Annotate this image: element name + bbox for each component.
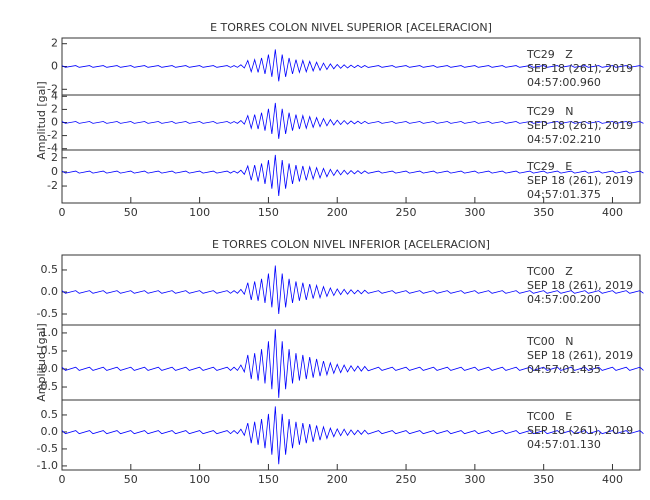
x-tick-label: 200 [327, 206, 348, 219]
x-tick-label: 50 [124, 473, 138, 486]
y-tick-label: -1.0 [37, 459, 58, 472]
waveform [61, 102, 644, 139]
time-label: 04:57:02.210 [527, 133, 601, 146]
y-tick-label: 0.5 [41, 263, 59, 276]
station-label: TC00 N [526, 335, 573, 348]
x-tick-label: 350 [533, 206, 554, 219]
station-label: TC29 N [526, 105, 573, 118]
waveform [61, 329, 644, 398]
x-tick-label: 150 [258, 473, 279, 486]
x-tick-label: 300 [464, 473, 485, 486]
time-label: 04:57:01.375 [527, 188, 601, 201]
x-tick-label: 400 [602, 473, 623, 486]
y-tick-label: -2 [47, 179, 58, 192]
date-label: SEP 18 (261), 2019 [527, 279, 633, 292]
y-tick-label: -2 [47, 129, 58, 142]
x-tick-label: 0 [59, 473, 66, 486]
y-axis-label: Amplitud [gal] [35, 81, 48, 159]
x-tick-label: 300 [464, 206, 485, 219]
x-tick-label: 0 [59, 206, 66, 219]
y-tick-label: 4 [51, 89, 58, 102]
panel-frame [61, 149, 641, 204]
y-tick-label: 0.5 [41, 408, 59, 421]
time-label: 04:57:00.960 [527, 76, 601, 89]
y-tick-label: 1.0 [41, 326, 59, 339]
station-label: TC00 E [526, 410, 572, 423]
chart-title: E TORRES COLON NIVEL SUPERIOR [ACELERACI… [210, 21, 492, 34]
waveform [61, 265, 644, 315]
waveform [61, 49, 644, 82]
x-tick-label: 400 [602, 206, 623, 219]
panel-frame [61, 399, 641, 471]
y-tick-label: 2 [51, 151, 58, 164]
y-tick-label: 2 [51, 37, 58, 50]
y-tick-label: 0 [51, 116, 58, 129]
date-label: SEP 18 (261), 2019 [527, 349, 633, 362]
y-tick-label: 0 [51, 60, 58, 73]
y-tick-label: 0 [51, 165, 58, 178]
y-tick-label: -0.5 [37, 442, 58, 455]
y-tick-label: 0.5 [41, 344, 59, 357]
time-label: 04:57:00.200 [527, 293, 601, 306]
date-label: SEP 18 (261), 2019 [527, 424, 633, 437]
time-label: 04:57:01.130 [527, 438, 601, 451]
y-tick-label: 0.0 [41, 425, 59, 438]
date-label: SEP 18 (261), 2019 [527, 119, 633, 132]
y-tick-label: -4 [47, 142, 58, 155]
y-tick-label: -2 [47, 82, 58, 95]
y-axis-label: Amplitud [gal] [35, 323, 48, 401]
x-tick-label: 350 [533, 473, 554, 486]
station-label: TC29 E [526, 160, 572, 173]
x-tick-label: 250 [396, 473, 417, 486]
station-label: TC00 Z [526, 265, 573, 278]
y-tick-label: 2 [51, 102, 58, 115]
x-tick-label: 250 [396, 206, 417, 219]
y-tick-label: -0.5 [37, 380, 58, 393]
waveform [61, 406, 644, 465]
x-tick-label: 50 [124, 206, 138, 219]
station-label: TC29 Z [526, 48, 573, 61]
x-tick-label: 150 [258, 206, 279, 219]
waveform [61, 154, 644, 196]
chart-title: E TORRES COLON NIVEL INFERIOR [ACELERACI… [212, 238, 490, 251]
y-tick-label: -0.5 [37, 307, 58, 320]
y-tick-label: 0.0 [41, 285, 59, 298]
x-tick-label: 200 [327, 473, 348, 486]
x-tick-label: 100 [189, 473, 210, 486]
date-label: SEP 18 (261), 2019 [527, 174, 633, 187]
time-label: 04:57:01.435 [527, 363, 601, 376]
date-label: SEP 18 (261), 2019 [527, 62, 633, 75]
x-tick-label: 100 [189, 206, 210, 219]
y-tick-label: 0.0 [41, 362, 59, 375]
